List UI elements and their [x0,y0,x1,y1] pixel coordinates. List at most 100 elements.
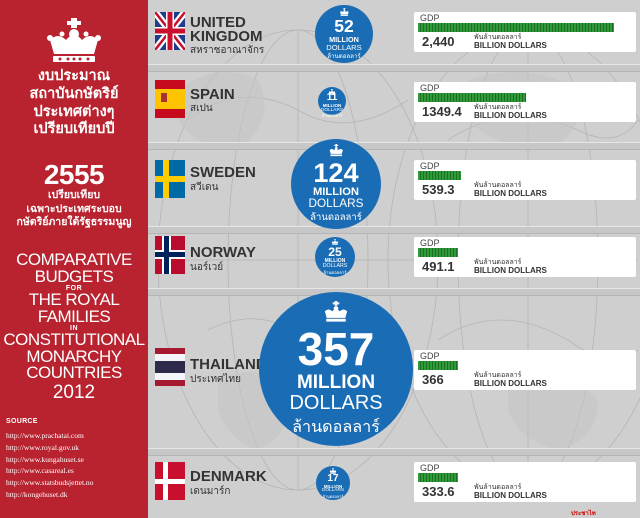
country-name: THAILAND [190,356,267,373]
thailand-flag-icon [155,348,185,386]
budget-bubble: 124 MILLION DOLLARS ล้านดอลลาร์ [290,138,382,230]
gdp-panel: GDP 491.1 พันล้านดอลลาร์ BILLION DOLLARS [414,237,636,277]
country-name-line: KINGDOM [190,28,263,45]
budget-unit: MILLION [312,185,359,198]
english-title-line: THE ROYAL [28,290,120,309]
row-divider [148,448,640,456]
gdp-panel: GDP 2,440 พันล้านดอลลาร์ BILLION DOLLARS [414,12,636,52]
budget-unit: DOLLARS [321,488,344,494]
crown-icon [331,239,339,245]
thai-title-line: เปรียบเทียบปี [33,121,115,138]
gdp-label: GDP [420,13,440,23]
budget-unit: MILLION [322,103,342,109]
english-title-line: FAMILIES [37,306,111,326]
budget-unit-thai: ล้านดอลลาร์ [310,212,362,224]
thai-subtitle: เปรียบเทียบ เฉพาะประเทศระบอบ กษัตริย์ภาย… [0,189,148,230]
prachatai-logo: ประชาไท PRACHATAI.COM [571,511,596,517]
country-name: SPAIN [190,86,235,103]
gdp-value: 2,440 [422,34,455,49]
budget-unit-thai: ล้านดอลลาร์ [321,113,343,119]
gdp-bar [418,473,458,482]
row-divider [148,142,640,150]
gdp-panel: GDP 1349.4 พันล้านดอลลาร์ BILLION DOLLARS [414,82,636,122]
english-title: COMPARATIVE BUDGETS FOR THE ROYAL FAMILI… [0,250,148,404]
norway-flag-icon [155,236,185,274]
crown-icon [328,88,336,95]
source-link[interactable]: http://www.kungahuset.se [6,454,84,464]
gdp-unit: BILLION DOLLARS [474,379,547,388]
english-title-line: IN [70,325,78,332]
gdp-bar [418,248,458,257]
gdp-value: 333.6 [422,484,455,499]
source-list: http://www.prachatai.com http://www.roya… [6,430,93,501]
country-name: DENMARK [190,468,267,485]
budget-value: 52 [334,15,354,36]
gdp-unit-thai: พันล้านดอลลาร์ [474,33,522,41]
english-title-line: FOR [65,285,83,292]
source-link[interactable]: http://www.casareal.es [6,466,74,476]
gdp-unit: BILLION DOLLARS [474,491,547,500]
gdp-label: GDP [420,161,440,171]
source-link[interactable]: http://www.prachatai.com [6,431,84,440]
gdp-bar [418,171,462,180]
gdp-value: 366 [422,372,444,387]
gdp-panel: GDP 539.3 พันล้านดอลลาร์ BILLION DOLLARS [414,160,636,200]
budget-value: 124 [313,156,359,188]
budget-bubble: 52 MILLION DOLLARS ล้านดอลลาร์ [314,4,374,64]
budget-unit: MILLION [324,257,346,264]
uk-flag-icon [155,12,185,50]
country-name-thai: สเปน [190,103,213,114]
country-name: SWEDEN [190,164,256,181]
thai-title-line: สถาบันกษัตริย์ [29,85,119,102]
budget-unit-thai: ล้านดอลลาร์ [323,270,347,276]
spain-flag-icon [155,80,185,118]
gdp-value: 491.1 [422,259,455,274]
thai-subtitle-line: เปรียบเทียบ [47,189,101,201]
gdp-bar [418,23,614,32]
budget-value: 357 [297,322,375,375]
english-title-line: MONARCHY [26,346,122,366]
budget-unit-thai: ล้านดอลลาร์ [292,416,380,436]
crown-icon [329,468,337,475]
left-panel: งบประมาณ สถาบันกษัตริย์ ประเทศต่างๆ เปรี… [0,0,148,518]
crown-icon [324,301,348,322]
thai-title: งบประมาณ สถาบันกษัตริย์ ประเทศต่างๆ เปรี… [0,68,148,139]
gdp-unit-thai: พันล้านดอลลาร์ [474,483,522,491]
gdp-panel: GDP 366 พันล้านดอลลาร์ BILLION DOLLARS [414,350,636,390]
gdp-unit: BILLION DOLLARS [474,111,547,120]
crown-icon [339,8,349,16]
budget-unit: DOLLARS [326,42,362,52]
gdp-bar [418,93,527,102]
english-title-line: COMPARATIVE [16,250,132,269]
gdp-unit-thai: พันล้านดอลลาร์ [474,181,522,189]
gdp-value: 1349.4 [422,104,462,119]
gdp-panel: GDP 333.6 พันล้านดอลลาร์ BILLION DOLLARS [414,462,636,502]
budget-value: 25 [328,244,342,259]
source-link[interactable]: http://www.statsbudsjettet.no [6,478,94,488]
gdp-unit: BILLION DOLLARS [474,41,547,50]
gdp-unit: BILLION DOLLARS [474,189,547,198]
gdp-label: GDP [420,463,440,473]
english-title-line: CONSTITUTIONAL [3,330,145,349]
source-link[interactable]: http://www.royal.gov.uk [6,442,79,452]
thai-title-line: ประเทศต่างๆ [33,103,115,120]
budget-unit-thai: ล้านดอลลาร์ [322,493,344,499]
gdp-unit: BILLION DOLLARS [474,266,547,275]
budget-unit-thai: ล้านดอลลาร์ [327,53,361,61]
country-name-thai: นอร์เวย์ [190,262,224,273]
thai-title-line: งบประมาณ [37,68,111,84]
gdp-bar [418,361,458,370]
budget-bubble: 25 MILLION DOLLARS ล้านดอลลาร์ [314,236,356,278]
budget-unit: DOLLARS [308,197,364,211]
country-name-thai: ประเทศไทย [190,374,241,385]
source-link[interactable]: http://kongehuset.dk [6,489,68,499]
crown-icon [329,144,343,157]
country-name-thai: เดนมาร์ก [190,486,231,497]
thai-subtitle-line: กษัตริย์ภายใต้รัฐธรรมนูญ [16,216,132,228]
budget-unit: MILLION [296,371,376,393]
english-year: 2012 [52,381,96,403]
gdp-label: GDP [420,238,440,248]
thai-subtitle-line: เฉพาะประเทศระบอบ [26,202,122,215]
gdp-unit-thai: พันล้านดอลลาร์ [474,371,522,379]
gdp-label: GDP [420,83,440,93]
